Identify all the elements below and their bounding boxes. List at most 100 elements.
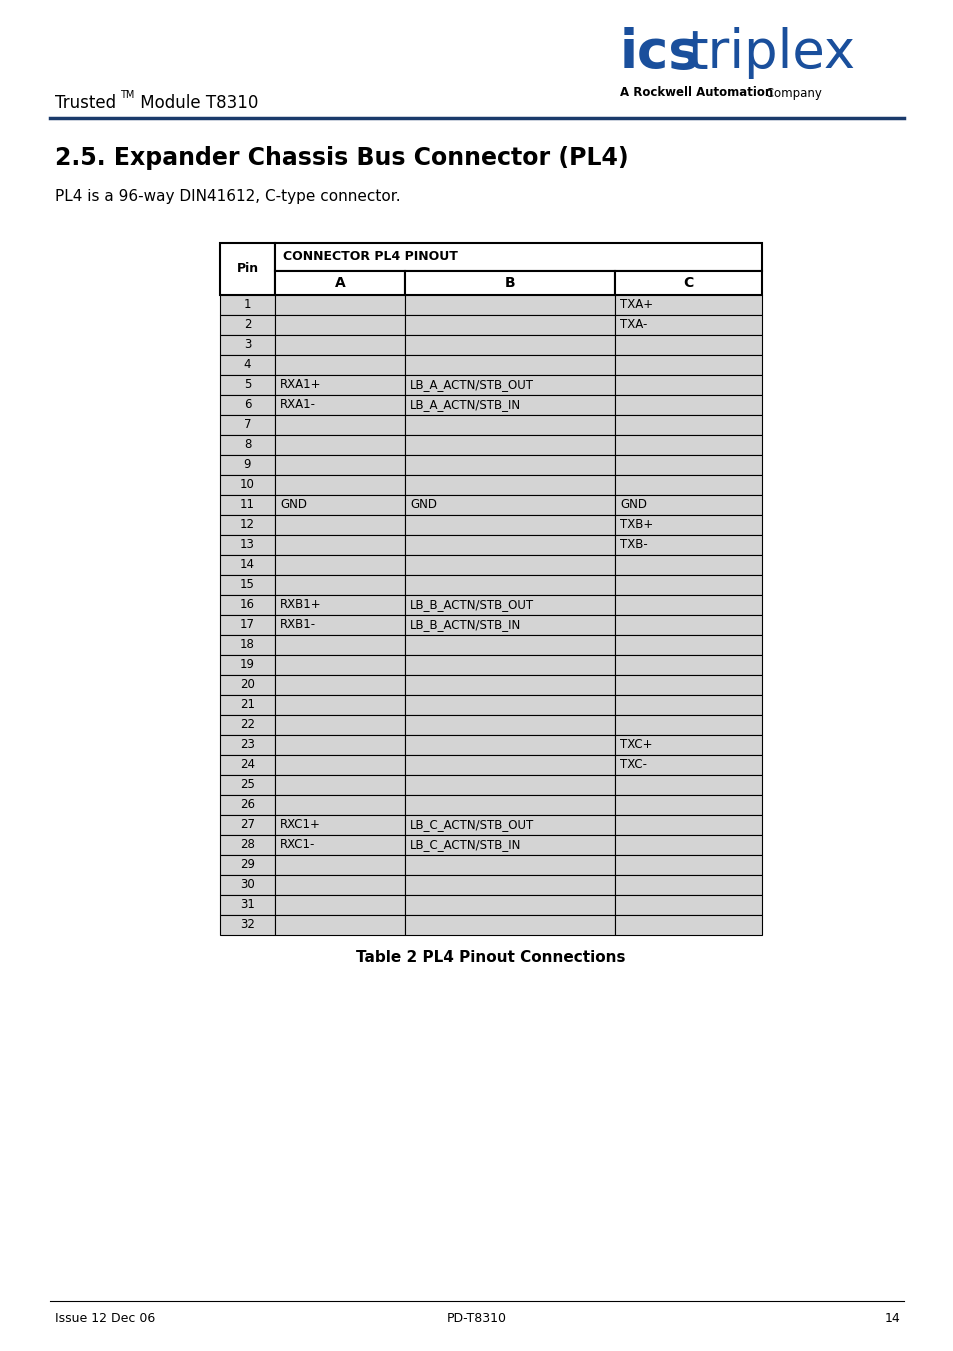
Text: 17: 17 bbox=[240, 619, 254, 631]
Bar bbox=[220, 415, 274, 435]
Bar bbox=[405, 315, 615, 335]
Bar bbox=[220, 655, 274, 676]
Text: 1: 1 bbox=[244, 299, 251, 312]
Bar bbox=[220, 755, 274, 775]
Text: B: B bbox=[504, 276, 515, 290]
Bar bbox=[615, 315, 761, 335]
Text: A Rockwell Automation: A Rockwell Automation bbox=[619, 86, 773, 100]
Bar bbox=[220, 635, 274, 655]
Bar bbox=[615, 794, 761, 815]
Bar bbox=[405, 815, 615, 835]
Bar bbox=[220, 494, 274, 515]
Text: TXA-: TXA- bbox=[619, 319, 647, 331]
Bar bbox=[615, 875, 761, 894]
Text: 14: 14 bbox=[883, 1312, 899, 1324]
Bar bbox=[274, 635, 405, 655]
Text: RXB1-: RXB1- bbox=[280, 619, 315, 631]
Bar bbox=[615, 476, 761, 494]
Bar bbox=[405, 655, 615, 676]
Bar bbox=[405, 635, 615, 655]
Bar bbox=[274, 515, 405, 535]
Bar bbox=[274, 694, 405, 715]
Text: 5: 5 bbox=[244, 378, 251, 392]
Bar bbox=[615, 835, 761, 855]
Text: A: A bbox=[335, 276, 345, 290]
Text: 29: 29 bbox=[240, 858, 254, 871]
Bar bbox=[274, 875, 405, 894]
Bar bbox=[274, 815, 405, 835]
Text: 13: 13 bbox=[240, 539, 254, 551]
Bar bbox=[615, 635, 761, 655]
Bar bbox=[220, 476, 274, 494]
Bar bbox=[274, 335, 405, 355]
Bar bbox=[615, 855, 761, 875]
Bar bbox=[274, 655, 405, 676]
Text: ics: ics bbox=[619, 27, 700, 78]
Bar bbox=[274, 835, 405, 855]
Bar bbox=[274, 376, 405, 394]
Bar bbox=[615, 735, 761, 755]
Bar bbox=[405, 576, 615, 594]
Bar bbox=[220, 515, 274, 535]
Bar bbox=[615, 815, 761, 835]
Bar bbox=[405, 594, 615, 615]
Bar bbox=[405, 615, 615, 635]
Bar bbox=[220, 594, 274, 615]
Text: 12: 12 bbox=[240, 519, 254, 531]
Bar bbox=[405, 676, 615, 694]
Text: 14: 14 bbox=[240, 558, 254, 571]
Text: 15: 15 bbox=[240, 578, 254, 592]
Text: C: C bbox=[682, 276, 693, 290]
Bar bbox=[274, 576, 405, 594]
Bar bbox=[220, 815, 274, 835]
Text: 27: 27 bbox=[240, 819, 254, 831]
Bar bbox=[274, 755, 405, 775]
Bar bbox=[615, 576, 761, 594]
Bar bbox=[220, 855, 274, 875]
Bar bbox=[220, 694, 274, 715]
Bar bbox=[615, 272, 761, 295]
Text: 25: 25 bbox=[240, 778, 254, 792]
Bar bbox=[615, 335, 761, 355]
Bar bbox=[615, 455, 761, 476]
Bar bbox=[220, 435, 274, 455]
Bar bbox=[615, 515, 761, 535]
Bar bbox=[405, 295, 615, 315]
Bar bbox=[220, 455, 274, 476]
Bar bbox=[274, 715, 405, 735]
Text: 2: 2 bbox=[244, 319, 251, 331]
Bar bbox=[615, 655, 761, 676]
Bar bbox=[274, 494, 405, 515]
Bar bbox=[615, 715, 761, 735]
Text: 11: 11 bbox=[240, 499, 254, 512]
Text: TXC-: TXC- bbox=[619, 758, 646, 771]
Bar bbox=[274, 243, 761, 272]
Text: CONNECTOR PL4 PINOUT: CONNECTOR PL4 PINOUT bbox=[283, 250, 457, 263]
Text: RXC1-: RXC1- bbox=[280, 839, 315, 851]
Bar bbox=[274, 435, 405, 455]
Text: GND: GND bbox=[619, 499, 646, 512]
Text: LB_B_ACTN/STB_OUT: LB_B_ACTN/STB_OUT bbox=[410, 598, 534, 612]
Text: LB_C_ACTN/STB_OUT: LB_C_ACTN/STB_OUT bbox=[410, 819, 534, 831]
Bar bbox=[274, 855, 405, 875]
Bar bbox=[220, 794, 274, 815]
Text: Module T8310: Module T8310 bbox=[135, 95, 258, 112]
Bar bbox=[274, 555, 405, 576]
Text: 28: 28 bbox=[240, 839, 254, 851]
Bar bbox=[405, 435, 615, 455]
Bar bbox=[615, 915, 761, 935]
Text: Pin: Pin bbox=[236, 262, 258, 276]
Bar bbox=[274, 455, 405, 476]
Bar bbox=[615, 394, 761, 415]
Bar bbox=[615, 535, 761, 555]
Bar bbox=[405, 394, 615, 415]
Text: 20: 20 bbox=[240, 678, 254, 692]
Text: Table 2 PL4 Pinout Connections: Table 2 PL4 Pinout Connections bbox=[355, 950, 625, 965]
Bar bbox=[274, 676, 405, 694]
Bar bbox=[274, 315, 405, 335]
Text: 4: 4 bbox=[244, 358, 251, 372]
Text: triplex: triplex bbox=[687, 27, 855, 78]
Text: 22: 22 bbox=[240, 719, 254, 731]
Bar bbox=[405, 835, 615, 855]
Bar bbox=[405, 515, 615, 535]
